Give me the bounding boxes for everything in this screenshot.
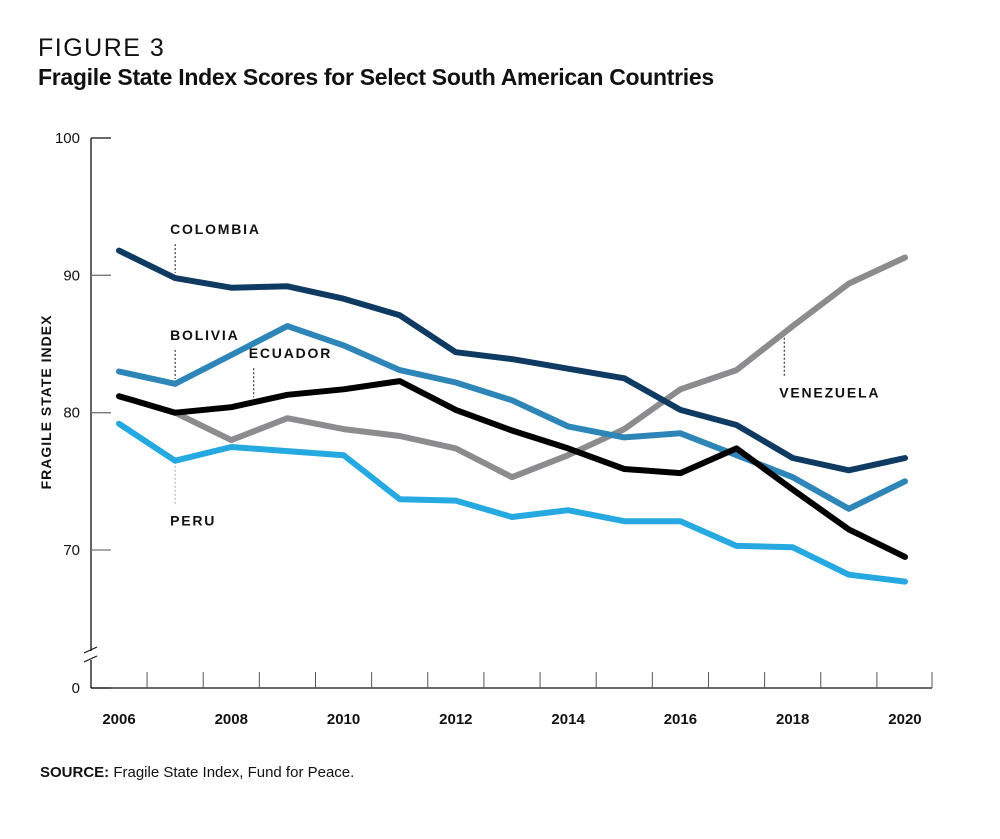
- series-line-venezuela: [116, 254, 908, 481]
- y-axis-title: FRAGILE STATE INDEX: [38, 315, 54, 490]
- annotation-layer: COLOMBIA BOLIVIA ECUADOR PERU VENEZUELA: [170, 221, 880, 529]
- y-tick-label: 80: [63, 405, 80, 422]
- y-tick-label: 90: [63, 267, 80, 284]
- y-tick-label: 70: [63, 542, 80, 559]
- y-tick-label: 0: [72, 680, 80, 697]
- axis-break-mark: [83, 646, 98, 654]
- axis-break-mark: [83, 655, 98, 663]
- x-tick-label: 2016: [664, 711, 697, 728]
- x-tick-label: 2010: [327, 711, 360, 728]
- source-text: Fragile State Index, Fund for Peace.: [109, 764, 355, 781]
- series-line-colombia: [116, 247, 908, 474]
- x-tick-label: 2018: [776, 711, 809, 728]
- series-line-bolivia: [116, 323, 908, 512]
- source-prefix: SOURCE:: [40, 764, 110, 781]
- x-tick-label: 2008: [215, 711, 248, 728]
- y-tick-label: 100: [55, 130, 80, 147]
- source-note: SOURCE: Fragile State Index, Fund for Pe…: [40, 764, 354, 781]
- series-label-colombia: COLOMBIA: [170, 221, 261, 237]
- series-layer: [116, 247, 908, 585]
- series-label-ecuador: ECUADOR: [249, 345, 332, 361]
- series-label-venezuela: VENEZUELA: [779, 385, 880, 401]
- x-tick-label: 2012: [439, 711, 472, 728]
- series-line-peru: [116, 420, 908, 585]
- x-tick-label: 2020: [888, 711, 921, 728]
- series-label-bolivia: BOLIVIA: [170, 327, 239, 343]
- axes: 0 70 80 90 100 2006 2008 2010 2012 2014 2016 2018 20…: [38, 130, 933, 728]
- x-tick-label: 2014: [551, 711, 585, 728]
- series-label-peru: PERU: [170, 513, 216, 529]
- series-line-ecuador: [116, 378, 908, 560]
- x-tick-label: 2006: [102, 711, 135, 728]
- figure-label: FIGURE 3: [38, 34, 166, 62]
- chart-title: Fragile State Index Scores for Select So…: [38, 64, 714, 90]
